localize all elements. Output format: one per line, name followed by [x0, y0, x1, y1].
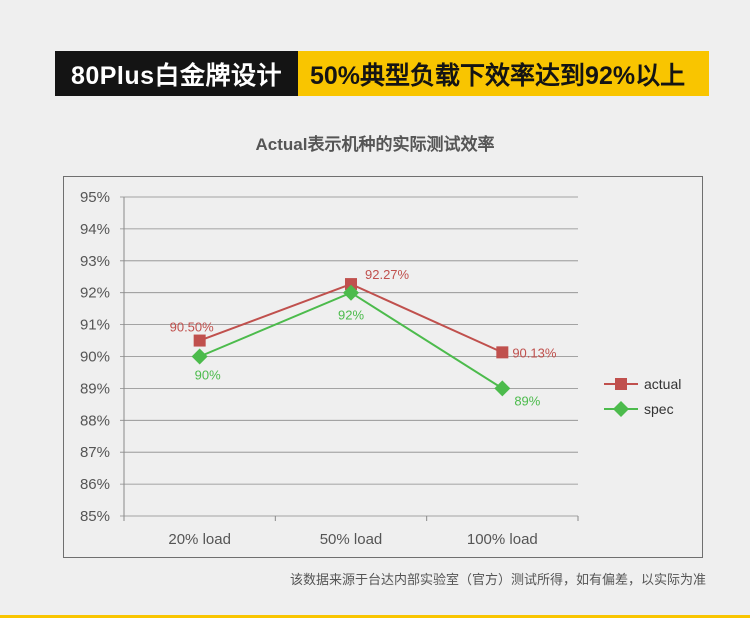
- data-label-actual: 92.27%: [365, 267, 410, 282]
- y-tick-label: 86%: [80, 476, 110, 493]
- data-point-actual: [193, 334, 206, 347]
- y-tick-label: 93%: [80, 253, 110, 270]
- legend-label-actual: actual: [644, 376, 681, 392]
- y-tick-label: 92%: [80, 285, 110, 302]
- banner-left-label: 80Plus白金牌设计: [55, 51, 298, 96]
- chart-frame: 85% 86% 87% 88% 89% 90% 91% 92% 93% 94% 95% 20% loa…: [63, 176, 703, 558]
- data-label-actual: 90.13%: [512, 345, 557, 360]
- data-label-spec: 92%: [338, 308, 364, 323]
- x-tick-label: 50% load: [320, 531, 383, 548]
- legend-label-spec: spec: [644, 401, 674, 417]
- bottom-divider: [0, 615, 750, 618]
- y-tick-label: 88%: [80, 412, 110, 429]
- footnote: 该数据来源于台达内部实验室（官方）测试所得，如有偏差，以实际为准: [289, 572, 706, 587]
- data-point-spec: [343, 284, 359, 301]
- chart-title: Actual表示机种的实际测试效率: [255, 135, 495, 154]
- legend-marker-spec: [613, 401, 629, 417]
- x-tick-label: 20% load: [168, 531, 231, 548]
- data-label-spec: 89%: [514, 393, 540, 408]
- data-point-spec: [494, 380, 511, 397]
- data-label-actual: 90.50%: [170, 320, 215, 335]
- x-tick-label: 100% load: [467, 531, 538, 548]
- data-point-spec: [191, 348, 208, 365]
- y-tick-label: 91%: [80, 317, 110, 334]
- legend-marker-actual: [615, 378, 627, 390]
- y-tick-label: 89%: [80, 380, 110, 397]
- y-tick-label: 90%: [80, 349, 110, 366]
- data-point-actual: [345, 278, 357, 291]
- y-tick-label: 94%: [80, 221, 110, 238]
- line-chart: 85% 86% 87% 88% 89% 90% 91% 92% 93% 94% 95% 20% loa…: [80, 189, 681, 548]
- header-banner: 80Plus白金牌设计 50%典型负载下效率达到92%以上: [55, 51, 709, 96]
- y-tick-label: 85%: [80, 508, 110, 525]
- banner-right-label: 50%典型负载下效率达到92%以上: [298, 51, 709, 96]
- data-point-actual: [496, 346, 509, 359]
- data-label-spec: 90%: [195, 368, 221, 383]
- y-tick-label: 95%: [80, 189, 110, 206]
- y-tick-label: 87%: [80, 444, 110, 461]
